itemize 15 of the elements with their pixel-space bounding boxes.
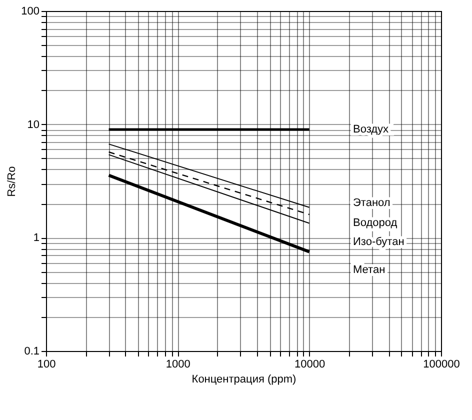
text: Водород (353, 217, 398, 229)
y-tick-label: 100 (21, 6, 40, 18)
x-axis-title: Концентрация (ppm) (192, 374, 296, 386)
text: Изо-бутан (353, 236, 404, 248)
y-tick-label: 0.1 (24, 346, 40, 358)
x-tick-label: 1000 (166, 358, 190, 370)
y-tick-label: 1 (33, 232, 40, 244)
y-tick-label: 10 (27, 118, 40, 131)
text: Этанол (353, 197, 390, 209)
x-tick-label: 10000 (294, 358, 326, 370)
x-tick-label: 100000 (423, 358, 460, 370)
x-tick-label: 100 (37, 358, 56, 370)
text: Метан (353, 264, 386, 276)
text: Воздух (353, 124, 390, 136)
y-axis-title: Rs/Ro (6, 166, 18, 197)
